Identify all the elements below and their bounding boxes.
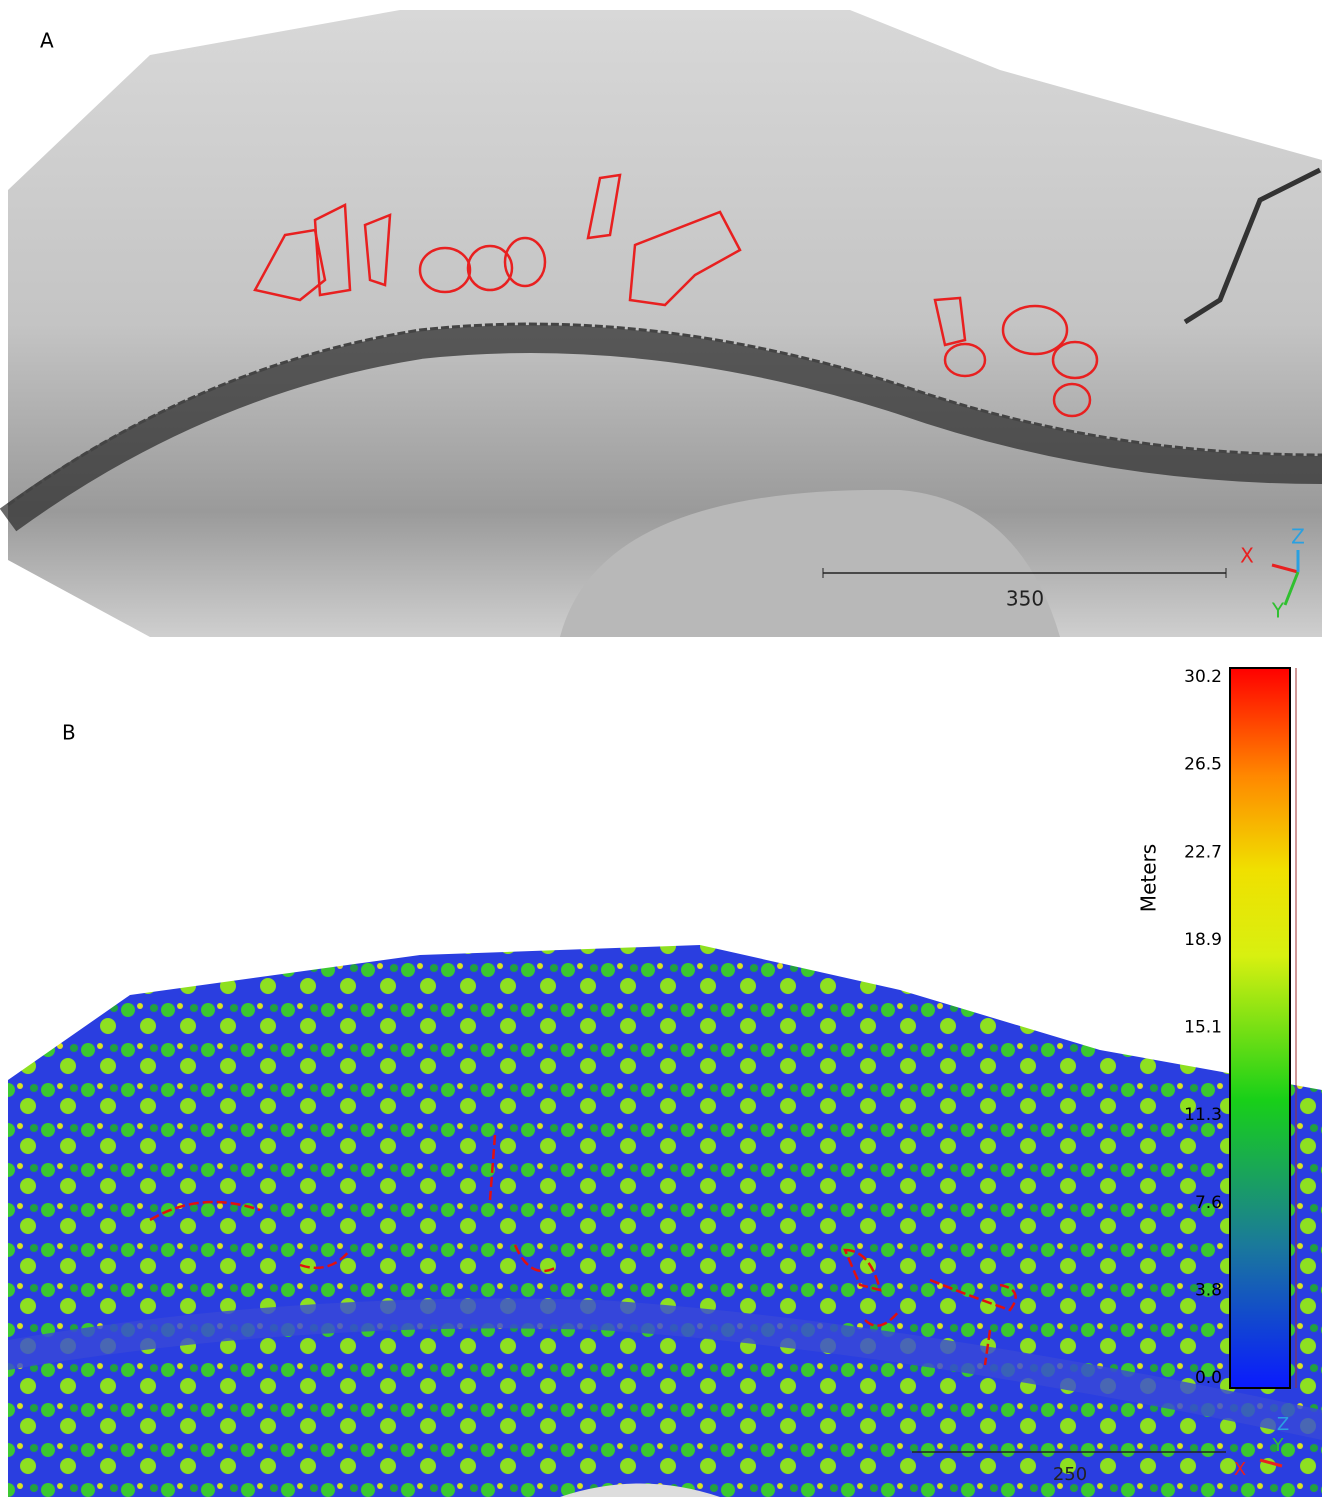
canopy-height-point-cloud — [8, 945, 1322, 1497]
colorbar-tick-label: 0.0 — [1195, 1368, 1222, 1388]
colorbar-tick-label: 26.5 — [1184, 755, 1222, 775]
colorbar-tick-label: 30.2 — [1184, 667, 1222, 687]
axis-y-label: Y — [1271, 599, 1285, 623]
scale-bar-label: 350 — [1006, 587, 1044, 611]
colorbar-tick-label: 18.9 — [1184, 930, 1222, 950]
panel-label: B — [62, 721, 76, 745]
axis-x-label: X — [1234, 1459, 1246, 1480]
figure: A 350 X Z Y B 250 X Z Y Meters 30.2 26.5 2… — [0, 0, 1330, 1497]
colorbar-tick-label: 22.7 — [1184, 842, 1222, 862]
colorbar — [1230, 668, 1290, 1388]
panel-label: A — [40, 29, 54, 53]
axis-y-label: Y — [1272, 1435, 1285, 1456]
axis-z-label: Z — [1291, 525, 1305, 549]
colorbar-tick-label: 3.8 — [1195, 1280, 1222, 1300]
colorbar-tick-label: 15.1 — [1184, 1018, 1222, 1038]
axis-z-label: Z — [1277, 1414, 1289, 1435]
axis-x-label: X — [1240, 544, 1254, 568]
colorbar-tick-label: 11.3 — [1184, 1105, 1222, 1125]
colorbar-title: Meters — [1137, 844, 1161, 912]
scale-bar-label: 250 — [1053, 1464, 1087, 1485]
colorbar-tick-label: 7.6 — [1195, 1193, 1222, 1213]
